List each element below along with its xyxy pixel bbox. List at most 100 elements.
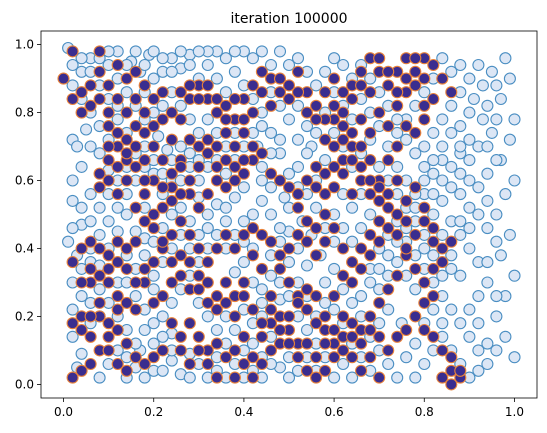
point-s1-364 bbox=[382, 188, 395, 201]
point-s1-46 bbox=[400, 120, 413, 133]
point-s0-129 bbox=[499, 188, 512, 201]
y-tick-label-2: 0.4 bbox=[15, 241, 34, 255]
point-s1-386 bbox=[183, 174, 196, 187]
point-s1-316 bbox=[111, 235, 124, 248]
point-s1-90 bbox=[273, 262, 287, 275]
point-s0-143 bbox=[463, 154, 476, 167]
point-s0-351 bbox=[66, 174, 79, 187]
point-s0-364 bbox=[66, 79, 79, 92]
point-s1-274 bbox=[174, 188, 187, 201]
point-s1-229 bbox=[237, 113, 250, 126]
point-s1-288 bbox=[129, 120, 142, 133]
point-s0-444 bbox=[427, 154, 440, 167]
points-layer bbox=[57, 41, 521, 391]
point-s1-159 bbox=[129, 276, 142, 289]
point-s0-127 bbox=[503, 228, 516, 241]
point-s0-241 bbox=[165, 296, 178, 309]
point-s1-171 bbox=[237, 290, 250, 303]
y-tick-label-3: 0.6 bbox=[15, 174, 34, 188]
point-s0-291 bbox=[490, 79, 503, 92]
point-s0-312 bbox=[373, 317, 386, 330]
point-s1-394 bbox=[111, 126, 124, 139]
point-s1-140 bbox=[328, 351, 341, 364]
point-s1-396 bbox=[418, 323, 431, 337]
point-s0-132 bbox=[503, 133, 516, 146]
point-s1-301 bbox=[246, 222, 259, 235]
point-s0-262 bbox=[346, 371, 359, 384]
point-s1-106 bbox=[129, 303, 142, 316]
point-s1-293 bbox=[319, 235, 332, 248]
point-s1-338 bbox=[246, 371, 259, 384]
point-s1-94 bbox=[237, 276, 250, 289]
point-s0-198 bbox=[346, 201, 359, 214]
point-s1-187 bbox=[382, 222, 395, 235]
point-s0-140 bbox=[476, 113, 489, 126]
point-s0-104 bbox=[382, 303, 395, 316]
point-s1-138 bbox=[310, 351, 323, 364]
point-s1-368 bbox=[346, 154, 359, 167]
point-s0-470 bbox=[192, 45, 205, 58]
point-s1-302 bbox=[237, 228, 250, 241]
point-s1-139 bbox=[319, 364, 332, 377]
point-s0-82 bbox=[319, 154, 332, 167]
point-s0-216 bbox=[201, 58, 214, 72]
point-s0-471 bbox=[183, 58, 196, 72]
point-s1-287 bbox=[120, 133, 133, 146]
point-s1-183 bbox=[346, 276, 359, 289]
point-s1-160 bbox=[138, 262, 151, 275]
point-s1-299 bbox=[264, 235, 278, 248]
point-s1-186 bbox=[373, 235, 386, 248]
point-s1-305 bbox=[210, 242, 223, 255]
point-s1-217 bbox=[346, 92, 359, 106]
point-s0-10 bbox=[75, 347, 88, 360]
point-s0-398 bbox=[93, 371, 106, 384]
point-s0-278 bbox=[481, 276, 494, 289]
point-s1-11 bbox=[156, 113, 169, 126]
point-s1-188 bbox=[391, 228, 404, 241]
point-s1-391 bbox=[138, 174, 151, 187]
point-s0-463 bbox=[255, 45, 268, 58]
point-s0-117 bbox=[463, 330, 476, 343]
point-s1-206 bbox=[409, 79, 422, 92]
point-s1-362 bbox=[400, 242, 413, 255]
point-s0-55 bbox=[237, 181, 250, 194]
point-s1-117 bbox=[120, 337, 133, 350]
point-s1-192 bbox=[355, 160, 368, 173]
point-s1-48 bbox=[382, 154, 395, 167]
point-s1-239 bbox=[147, 92, 160, 106]
point-s1-165 bbox=[183, 256, 196, 269]
point-s1-97 bbox=[210, 290, 223, 303]
point-s1-75 bbox=[409, 262, 422, 275]
point-s0-290 bbox=[481, 99, 494, 112]
point-s0-154 bbox=[427, 208, 440, 221]
point-s0-349 bbox=[93, 147, 106, 160]
point-s0-141 bbox=[485, 126, 498, 139]
point-s1-279 bbox=[129, 201, 142, 214]
point-s0-307 bbox=[418, 242, 431, 255]
point-s1-130 bbox=[237, 330, 250, 343]
point-s0-378 bbox=[183, 147, 196, 160]
point-s1-246 bbox=[84, 79, 97, 92]
point-s1-219 bbox=[328, 99, 341, 112]
point-s1-210 bbox=[409, 52, 422, 65]
point-s1-393 bbox=[120, 147, 133, 160]
point-s0-296 bbox=[454, 120, 467, 133]
point-s0-359 bbox=[111, 113, 124, 126]
point-s1-221 bbox=[310, 113, 323, 126]
point-s1-372 bbox=[310, 160, 323, 173]
point-s1-72 bbox=[436, 256, 449, 269]
point-s1-101 bbox=[174, 269, 187, 282]
point-s1-29 bbox=[319, 86, 332, 99]
point-s0-62 bbox=[255, 283, 268, 296]
point-s1-61 bbox=[355, 242, 368, 255]
point-s1-47 bbox=[391, 140, 404, 153]
point-s1-215 bbox=[364, 86, 377, 99]
point-s0-350 bbox=[75, 160, 88, 173]
point-s1-184 bbox=[355, 262, 368, 275]
point-s0-445 bbox=[418, 160, 431, 173]
point-s1-389 bbox=[156, 181, 169, 194]
point-s1-256 bbox=[156, 154, 169, 167]
point-s1-191 bbox=[364, 174, 377, 187]
point-s0-119 bbox=[481, 357, 494, 371]
point-s1-182 bbox=[337, 269, 350, 282]
